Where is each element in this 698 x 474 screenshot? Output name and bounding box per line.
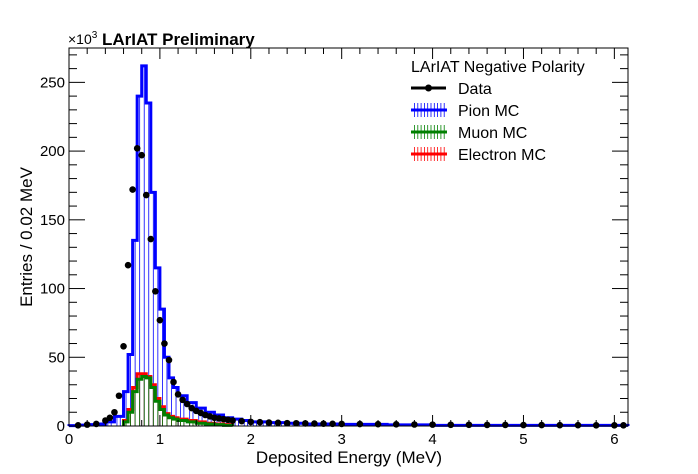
muon-mc-outline (122, 375, 235, 427)
legend-item-pion-mc: Pion MC (411, 103, 519, 120)
y-multiplier: ×103 (68, 30, 98, 47)
data-point (329, 420, 336, 428)
data-point (152, 287, 159, 295)
data-point (179, 396, 186, 404)
data-point (238, 417, 245, 425)
x-tick-label: 0 (65, 431, 73, 448)
legend-label: Pion MC (458, 103, 519, 120)
legend-item-data: Data (411, 81, 492, 98)
data-point (115, 392, 123, 400)
data-point (256, 418, 264, 426)
legend-label: Muon MC (458, 125, 527, 142)
x-tick-label: 5 (519, 431, 527, 448)
legend-item-muon-mc: Muon MC (411, 125, 527, 142)
data-point (74, 422, 82, 429)
legend-item-electron-mc: Electron MC (411, 147, 546, 164)
legend-label: Data (458, 81, 492, 98)
data-point (147, 235, 155, 243)
data-point (174, 391, 182, 398)
data-point (161, 340, 168, 347)
plot-frame (68, 47, 629, 427)
preliminary-label: LArIAT Preliminary (102, 30, 255, 49)
x-axis-title: Deposited Energy (MeV) (256, 448, 442, 467)
y-tick-label: 50 (48, 349, 65, 366)
x-tick-label: 1 (156, 431, 164, 448)
data-point (183, 400, 191, 408)
data-point (142, 191, 150, 199)
data-point (165, 356, 173, 364)
x-tick-label: 3 (338, 431, 346, 448)
data-point (620, 422, 627, 429)
data-point (292, 419, 300, 427)
data-point (274, 419, 282, 427)
x-axis: 0 1 2 3 4 5 6 (65, 48, 619, 448)
data-point (156, 316, 164, 324)
data-point (120, 342, 127, 350)
y-tick-label: 100 (40, 281, 65, 298)
legend-title: LArIAT Negative Polarity (411, 59, 585, 76)
data-point (124, 261, 132, 269)
y-axis-title: Entries / 0.02 MeV (17, 166, 36, 307)
muon-mc-histogram (122, 375, 235, 427)
legend: LArIAT Negative Polarity Data Pion MC Muon… (411, 59, 585, 164)
data-point (170, 378, 177, 386)
y-tick-label: 250 (40, 74, 65, 91)
y-tick-label: 200 (40, 143, 65, 160)
x-tick-label: 4 (428, 431, 436, 448)
y-tick-label: 0 (57, 418, 65, 435)
data-point (138, 151, 146, 159)
y-axis: 0 50 100 150 200 250 (40, 54, 628, 435)
x-tick-label: 6 (610, 431, 618, 448)
legend-marker (425, 84, 432, 92)
data-point (106, 414, 114, 422)
y-tick-label: 150 (40, 212, 65, 229)
data-point (111, 408, 118, 416)
data-point (133, 145, 141, 152)
data-point (129, 186, 136, 193)
x-tick-label: 2 (247, 431, 255, 448)
legend-label: Electron MC (458, 147, 546, 164)
data-point (311, 420, 318, 427)
